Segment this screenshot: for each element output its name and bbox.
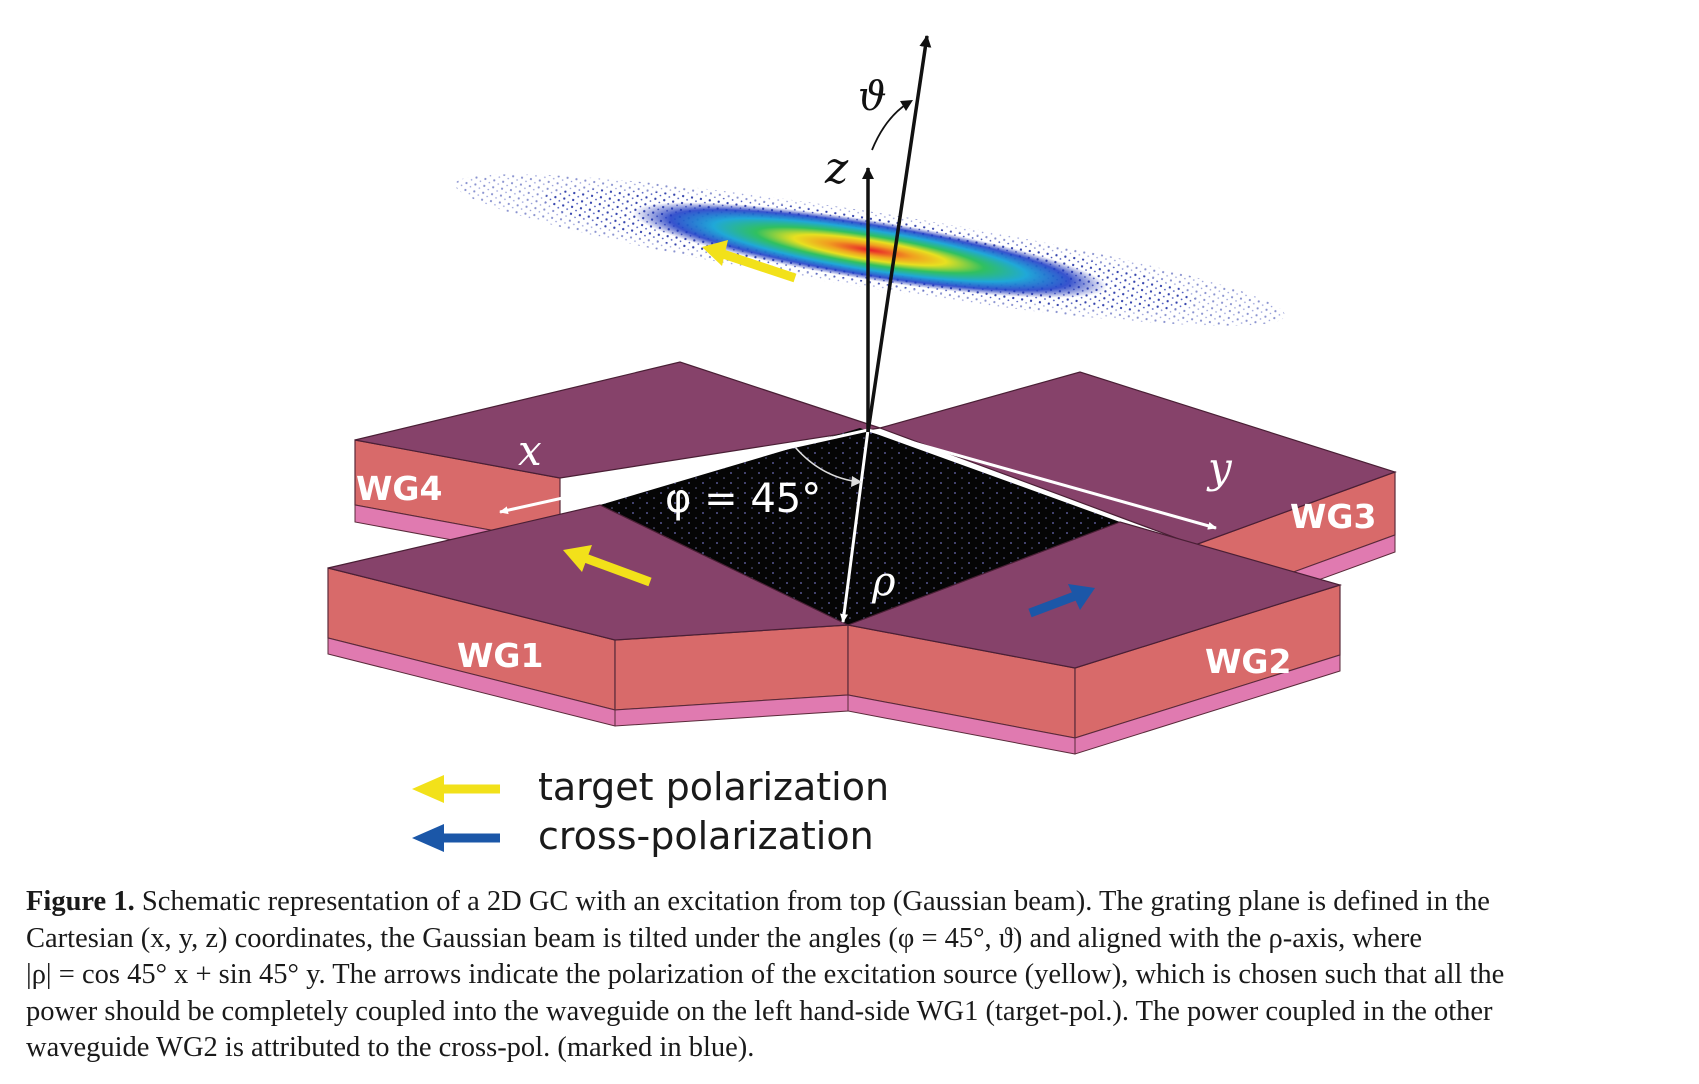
legend-cross-arrow [412, 824, 500, 852]
grating-region [600, 428, 1120, 628]
x-label: x [518, 426, 542, 475]
caption-line-4: power should be completely coupled into … [26, 995, 1493, 1027]
beam-direction-axis [866, 35, 932, 433]
beam-target-polarization-arrow [718, 248, 797, 283]
schematic-figure: z ϑ x y ρ φ = 45° WG4 WG3 WG1 WG2 target… [327, 35, 1397, 858]
legend-target-label: target polarization [538, 765, 889, 809]
caption-figure-label: Figure 1. [26, 886, 135, 917]
wg1-label: WG1 [457, 636, 543, 675]
caption-line-2: Cartesian (x, y, z) coordinates, the Gau… [26, 922, 1423, 954]
gaussian-beam [455, 174, 1285, 326]
z-label: z [824, 143, 849, 194]
waveguide-wg1 [327, 504, 851, 727]
caption-line-3: |ρ| = cos 45° x + sin 45° y. The arrows … [26, 959, 1505, 990]
caption-line-5: waveguide WG2 is attributed to the cross… [26, 1032, 755, 1063]
theta-label: ϑ [858, 74, 887, 120]
figure-caption: Figure 1. Schematic representation of a … [26, 884, 1681, 1067]
caption-line-1-text: Schematic representation of a 2D GC with… [134, 886, 1490, 917]
y-axis [867, 428, 1217, 530]
x-axis [499, 428, 869, 515]
waveguide-wg2 [845, 521, 1343, 755]
wg3-label: WG3 [1290, 497, 1376, 536]
wg2-cross-polarization-arrow [1028, 584, 1095, 618]
coordinate-axes [499, 35, 1217, 623]
caption-line-1: Figure 1. Schematic representation of a … [26, 884, 1681, 921]
phi-angle-label: φ = 45° [665, 476, 821, 522]
wg2-label: WG2 [1205, 642, 1291, 681]
y-label: y [1206, 443, 1233, 492]
rho-axis [840, 429, 870, 623]
legend: target polarization cross-polarization [412, 765, 889, 858]
wg1-target-polarization-arrow [563, 545, 652, 587]
rho-label: ρ [871, 559, 896, 605]
legend-cross-label: cross-polarization [538, 814, 874, 858]
wg4-label: WG4 [356, 469, 442, 508]
legend-target-arrow [412, 775, 500, 803]
